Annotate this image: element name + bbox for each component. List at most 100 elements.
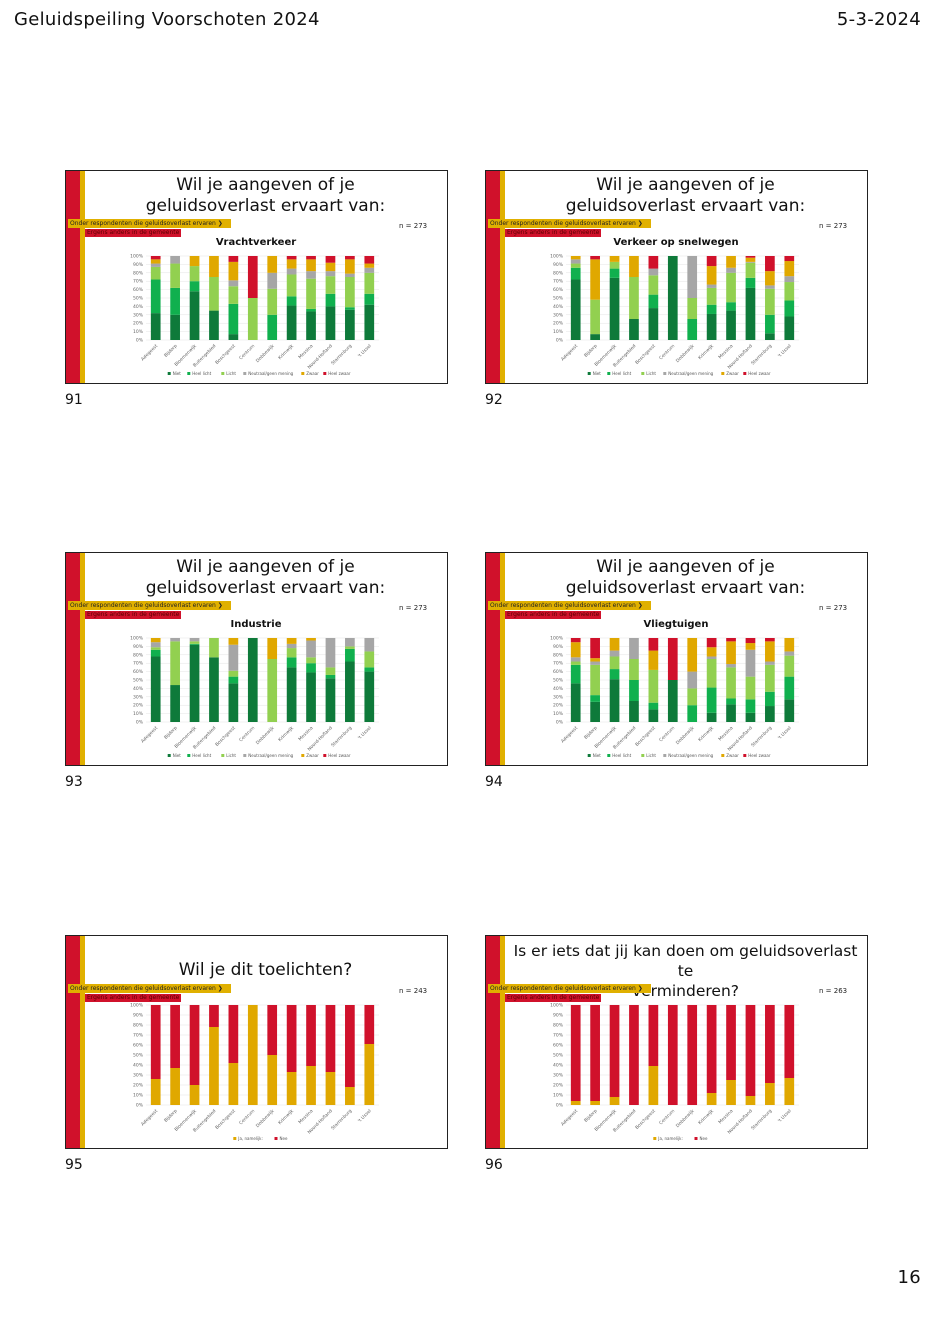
legend-swatch bbox=[221, 372, 225, 375]
bar-segment bbox=[570, 642, 581, 658]
bar-segment bbox=[765, 271, 775, 286]
bar-segment bbox=[228, 303, 239, 335]
filter-tag: Onder respondenten die geluidsoverlast e… bbox=[488, 219, 651, 228]
bar-segment bbox=[609, 656, 620, 670]
slide-title: Wil je dit toelichten? bbox=[88, 960, 443, 981]
bar-segment bbox=[590, 658, 600, 662]
x-tick-label: Krimwijk bbox=[277, 343, 295, 361]
bar-segment bbox=[590, 334, 600, 340]
yellow-stripe bbox=[80, 553, 85, 765]
x-tick-label: Adegeest bbox=[560, 725, 579, 744]
legend-label: Ja, namelijk: bbox=[657, 1136, 683, 1141]
bar-segment bbox=[306, 311, 316, 340]
y-tick-label: 0% bbox=[136, 338, 144, 344]
bar-segment bbox=[609, 679, 620, 722]
bar-segment bbox=[286, 1072, 297, 1105]
legend-label: Neutraal/geen mening bbox=[248, 753, 293, 758]
x-tick-label: Adegeest bbox=[140, 1108, 159, 1127]
bar-segment bbox=[150, 259, 161, 264]
x-tick-label: Centrum bbox=[238, 343, 256, 361]
x-tick-label: Dobbewijk bbox=[255, 343, 276, 364]
bar-segment bbox=[209, 1005, 219, 1027]
bar-segment bbox=[170, 287, 180, 315]
y-tick-label: 90% bbox=[133, 1013, 144, 1019]
location-tag: Ergens anders in de gemeente bbox=[85, 229, 182, 237]
legend-swatch bbox=[587, 372, 591, 375]
bar-segment bbox=[570, 664, 581, 684]
y-tick-label: 100% bbox=[130, 1003, 144, 1009]
yellow-stripe bbox=[500, 553, 505, 765]
bar-segment bbox=[306, 1066, 316, 1105]
bar-segment bbox=[706, 1093, 717, 1105]
x-tick-label: Centrum bbox=[658, 725, 676, 743]
y-tick-label: 80% bbox=[553, 652, 564, 658]
bar-segment bbox=[765, 333, 775, 340]
page-number: 16 bbox=[897, 1267, 921, 1288]
bar-segment bbox=[609, 1097, 620, 1105]
bar-segment bbox=[687, 319, 698, 340]
slide-number: 91 bbox=[65, 392, 83, 408]
bar-segment bbox=[364, 256, 375, 264]
bar-segment bbox=[590, 638, 600, 659]
bar-segment bbox=[189, 1005, 200, 1085]
x-tick-label: Messina bbox=[717, 343, 734, 360]
bar-segment bbox=[784, 655, 795, 677]
legend-label: Licht bbox=[226, 371, 236, 376]
bar-segment bbox=[286, 1005, 297, 1072]
bar-segment bbox=[570, 657, 581, 662]
legend-swatch bbox=[167, 372, 171, 375]
x-tick-label: Krimwijk bbox=[277, 1108, 295, 1126]
bar-segment bbox=[325, 276, 336, 294]
bar-segment bbox=[306, 657, 316, 664]
bar-segment bbox=[609, 256, 620, 262]
bar-segment bbox=[345, 661, 355, 722]
bar-segment bbox=[784, 256, 795, 262]
legend-swatch bbox=[301, 754, 305, 757]
y-tick-label: 0% bbox=[556, 1103, 564, 1109]
legend-label: Heel licht bbox=[192, 371, 211, 376]
bar-segment bbox=[189, 266, 200, 282]
bar-segment bbox=[189, 643, 200, 645]
legend-label: Nee bbox=[700, 1136, 708, 1141]
x-tick-label: Starrenburg bbox=[750, 343, 773, 366]
legend-swatch bbox=[641, 372, 645, 375]
x-tick-label: Messina bbox=[297, 1108, 314, 1125]
bar-segment bbox=[267, 1055, 278, 1105]
bar-segment bbox=[726, 302, 736, 311]
bar-segment bbox=[286, 256, 297, 260]
bar-segment bbox=[590, 259, 600, 300]
y-tick-label: 90% bbox=[553, 1013, 564, 1019]
bar-segment bbox=[629, 1005, 639, 1105]
bar-segment bbox=[648, 638, 659, 651]
y-tick-label: 50% bbox=[553, 296, 564, 302]
y-tick-label: 90% bbox=[553, 262, 564, 268]
legend-label: Heel zwaar bbox=[328, 753, 351, 758]
bar-segment bbox=[189, 644, 200, 722]
bar-segment bbox=[706, 638, 717, 648]
bar-segment bbox=[648, 268, 659, 276]
bar-segment bbox=[629, 701, 639, 722]
bar-segment bbox=[364, 667, 375, 672]
legend-label: Licht bbox=[226, 753, 236, 758]
bar-segment bbox=[267, 659, 278, 722]
legend-swatch bbox=[243, 372, 247, 375]
bar-segment bbox=[706, 656, 717, 659]
legend-label: Nee bbox=[280, 1136, 288, 1141]
bar-segment bbox=[306, 1005, 316, 1066]
x-tick-label: Boschgeest bbox=[214, 725, 237, 748]
filter-tag: Onder respondenten die geluidsoverlast e… bbox=[68, 984, 231, 993]
x-tick-label: Starrenburg bbox=[330, 1108, 353, 1131]
bar-segment bbox=[648, 650, 659, 670]
bar-segment bbox=[189, 256, 200, 267]
bar-segment bbox=[745, 257, 756, 262]
bar-segment bbox=[364, 293, 375, 305]
bar-segment bbox=[150, 656, 161, 722]
bar-segment bbox=[247, 256, 258, 298]
slide-91: Wil je aangeven of je geluidsoverlast erv… bbox=[65, 170, 448, 384]
bar-segment bbox=[726, 641, 736, 665]
bar-segment bbox=[247, 1005, 258, 1105]
bar-segment bbox=[648, 256, 659, 269]
bar-segment bbox=[590, 256, 600, 260]
bar-segment bbox=[286, 296, 297, 306]
legend-label: Zwaar bbox=[726, 753, 739, 758]
